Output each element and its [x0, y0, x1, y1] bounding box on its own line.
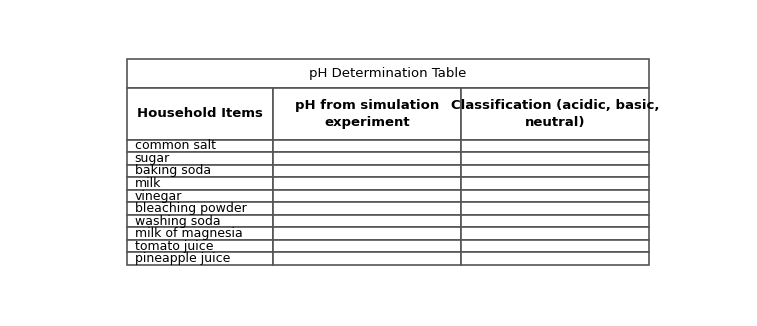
Text: bleaching powder: bleaching powder [135, 202, 246, 215]
Bar [273, 228, 461, 240]
Text: sugar: sugar [135, 152, 170, 165]
Bar [461, 165, 649, 177]
Bar [461, 88, 649, 140]
Text: Classification (acidic, basic,
neutral): Classification (acidic, basic, neutral) [451, 99, 659, 129]
Bar [461, 190, 649, 202]
Bar [127, 252, 273, 265]
Bar [273, 215, 461, 228]
Bar [127, 228, 273, 240]
Bar [461, 152, 649, 165]
Bar [273, 202, 461, 215]
Bar [461, 228, 649, 240]
Bar [273, 177, 461, 190]
Text: washing soda: washing soda [135, 215, 220, 228]
Bar [273, 165, 461, 177]
Text: vinegar: vinegar [135, 189, 182, 202]
Bar [127, 152, 273, 165]
Bar [127, 215, 273, 228]
Bar [461, 140, 649, 152]
Bar [461, 240, 649, 252]
Bar [127, 88, 273, 140]
Text: Household Items: Household Items [137, 107, 263, 120]
Text: milk of magnesia: milk of magnesia [135, 227, 242, 240]
Text: baking soda: baking soda [135, 164, 210, 177]
Bar [273, 240, 461, 252]
Bar [127, 190, 273, 202]
Bar [127, 140, 273, 152]
Bar [273, 152, 461, 165]
Text: pineapple juice: pineapple juice [135, 252, 230, 265]
Bar [273, 140, 461, 152]
Bar [127, 59, 649, 88]
Text: tomato juice: tomato juice [135, 240, 213, 253]
Bar [461, 252, 649, 265]
Text: common salt: common salt [135, 139, 216, 152]
Bar [461, 202, 649, 215]
Bar [127, 202, 273, 215]
Text: milk: milk [135, 177, 161, 190]
Bar [461, 215, 649, 228]
Bar [461, 177, 649, 190]
Bar [273, 252, 461, 265]
Bar [127, 165, 273, 177]
Text: pH Determination Table: pH Determination Table [310, 67, 466, 80]
Bar [273, 88, 461, 140]
Bar [273, 190, 461, 202]
Bar [127, 240, 273, 252]
Bar [127, 177, 273, 190]
Text: pH from simulation
experiment: pH from simulation experiment [295, 99, 439, 129]
